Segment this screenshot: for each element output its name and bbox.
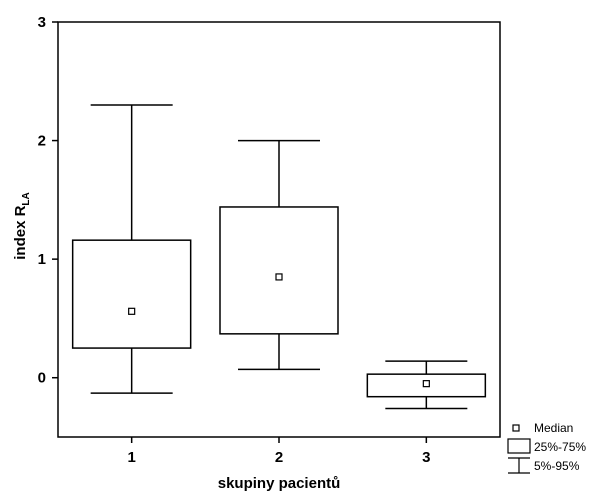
- y-axis-title: index RLA: [12, 192, 32, 260]
- median-marker: [422, 380, 430, 388]
- median-marker: [275, 273, 283, 281]
- legend-box-symbol: [507, 438, 531, 454]
- median-marker: [128, 307, 136, 315]
- y-tick-label: 2: [38, 133, 46, 150]
- x-axis-title: skupiny pacientů: [218, 475, 341, 492]
- box-iqr: [219, 206, 339, 335]
- box-group-3: [366, 360, 487, 410]
- box-iqr: [71, 239, 192, 349]
- y-axis-title-subscript: LA: [21, 192, 32, 205]
- y-tick-label: 1: [38, 251, 46, 268]
- legend-box-label: 25%-75%: [534, 440, 586, 454]
- legend-median-symbol: [512, 424, 520, 432]
- x-tick-label: 3: [422, 449, 430, 466]
- legend-median-label: Median: [534, 421, 573, 435]
- x-tick-label: 2: [275, 449, 283, 466]
- x-tick-label: 1: [127, 449, 135, 466]
- y-axis-title-main: index R: [12, 205, 29, 259]
- y-tick-label: 0: [38, 370, 46, 387]
- legend: Median 25%-75% 5%-95%: [507, 421, 586, 474]
- box-group-1: [71, 104, 192, 394]
- y-tick-label: 3: [38, 14, 46, 31]
- legend-whisker-label: 5%-95%: [534, 459, 580, 473]
- box-group-2: [219, 139, 339, 371]
